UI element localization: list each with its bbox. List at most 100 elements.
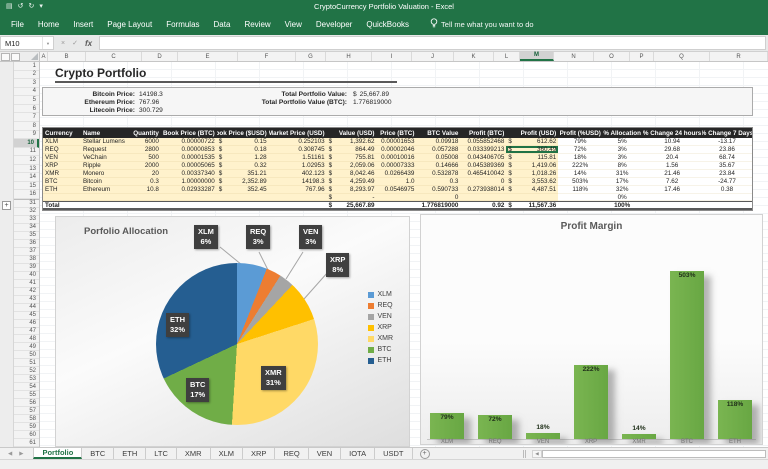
- cell[interactable]: $612.62: [506, 138, 558, 146]
- cell[interactable]: [558, 194, 602, 201]
- cell[interactable]: 0.308745: [269, 146, 327, 154]
- cell[interactable]: VEN: [43, 154, 81, 162]
- cell[interactable]: 0.14666: [416, 162, 460, 170]
- cell[interactable]: 0.055852468: [460, 138, 506, 146]
- row-header-49[interactable]: 49: [14, 343, 39, 351]
- cell[interactable]: 68.74: [702, 154, 752, 162]
- cell[interactable]: 32%: [602, 186, 642, 194]
- cell[interactable]: 1.776819000: [416, 202, 460, 208]
- row-header-44[interactable]: 44: [14, 304, 39, 312]
- cell[interactable]: 0.252103: [269, 138, 327, 146]
- cell[interactable]: $3,553.62: [506, 178, 558, 186]
- cell[interactable]: Stellar Lumens: [81, 138, 131, 146]
- ribbon-tab-data[interactable]: Data: [207, 13, 238, 35]
- cell[interactable]: $11,567.36: [506, 202, 558, 208]
- new-sheet-button[interactable]: +: [420, 449, 430, 459]
- row-header-34[interactable]: 34: [14, 224, 39, 232]
- cell[interactable]: Monero: [81, 170, 131, 178]
- column-header-G[interactable]: G: [296, 52, 326, 61]
- row-header-50[interactable]: 50: [14, 351, 39, 359]
- cell[interactable]: [161, 202, 217, 208]
- cell[interactable]: 7.62: [642, 178, 702, 186]
- outline-level-2-button[interactable]: [11, 53, 20, 61]
- row-header-8[interactable]: 8: [14, 122, 39, 131]
- cell[interactable]: 0: [416, 194, 460, 201]
- cell[interactable]: 0.38: [702, 186, 752, 194]
- row-header-59[interactable]: 59: [14, 423, 39, 431]
- cell[interactable]: [506, 194, 558, 201]
- row-header-47[interactable]: 47: [14, 328, 39, 336]
- cell[interactable]: 3%: [602, 146, 642, 154]
- cell[interactable]: Ethereum: [81, 186, 131, 194]
- cell[interactable]: 500: [131, 154, 161, 162]
- ribbon-tab-formulas[interactable]: Formulas: [159, 13, 206, 35]
- cell[interactable]: 2000: [131, 162, 161, 170]
- sheet-tab-xlm[interactable]: XLM: [211, 448, 243, 459]
- cell[interactable]: [269, 194, 327, 201]
- row-header-58[interactable]: 58: [14, 415, 39, 423]
- column-header-L[interactable]: L: [494, 52, 520, 61]
- cell[interactable]: 14198.3: [269, 178, 327, 186]
- cell[interactable]: 31%: [602, 170, 642, 178]
- ribbon-tab-home[interactable]: Home: [31, 13, 66, 35]
- cell[interactable]: Total: [43, 202, 81, 208]
- sheet-tab-iota[interactable]: IOTA: [341, 448, 375, 459]
- cell[interactable]: 0.590733: [416, 186, 460, 194]
- row-header-4[interactable]: 4: [14, 88, 39, 97]
- sheet-tab-portfolio[interactable]: Portfolio: [33, 448, 82, 459]
- cell[interactable]: [642, 202, 702, 208]
- cell[interactable]: 0%: [602, 194, 642, 201]
- row-header-60[interactable]: 60: [14, 431, 39, 439]
- row-header-38[interactable]: 38: [14, 256, 39, 264]
- row-header-41[interactable]: 41: [14, 280, 39, 288]
- cell[interactable]: 0.92: [460, 202, 506, 208]
- cell[interactable]: 8%: [602, 162, 642, 170]
- column-header-F[interactable]: F: [238, 52, 296, 61]
- row-header-51[interactable]: 51: [14, 359, 39, 367]
- ribbon-tab-review[interactable]: Review: [237, 13, 277, 35]
- column-header-O[interactable]: O: [594, 52, 630, 61]
- cell[interactable]: 17.46: [642, 186, 702, 194]
- bar-btc[interactable]: [670, 271, 704, 439]
- cell[interactable]: 79%: [558, 138, 602, 146]
- cell[interactable]: 1.51161: [269, 154, 327, 162]
- row-header-35[interactable]: 35: [14, 232, 39, 240]
- scroll-left-icon[interactable]: ◀: [532, 450, 542, 458]
- cell[interactable]: $8,042.46: [327, 170, 377, 178]
- grid-corner[interactable]: [0, 52, 40, 61]
- row-header-16[interactable]: 16: [14, 190, 39, 199]
- cell[interactable]: 0.00005065: [161, 162, 217, 170]
- horizontal-scrollbar[interactable]: ◀: [532, 450, 766, 458]
- column-header-J[interactable]: J: [412, 52, 454, 61]
- cell[interactable]: 23.84: [702, 170, 752, 178]
- ribbon-tab-page-layout[interactable]: Page Layout: [100, 13, 159, 35]
- cell[interactable]: $115.81: [506, 154, 558, 162]
- cell[interactable]: 222%: [558, 162, 602, 170]
- cell[interactable]: 21.46: [642, 170, 702, 178]
- outline-level-1-button[interactable]: [1, 53, 10, 61]
- row-header-57[interactable]: 57: [14, 407, 39, 415]
- cell[interactable]: 20: [131, 170, 161, 178]
- column-header-D[interactable]: D: [142, 52, 178, 61]
- column-header-N[interactable]: N: [554, 52, 594, 61]
- cell[interactable]: [81, 194, 131, 201]
- cell[interactable]: $1,419.06: [506, 162, 558, 170]
- cell[interactable]: 100%: [602, 202, 642, 208]
- cell[interactable]: 402.123: [269, 170, 327, 178]
- row-header-46[interactable]: 46: [14, 320, 39, 328]
- cell[interactable]: XRP: [43, 162, 81, 170]
- cell[interactable]: 10.94: [642, 138, 702, 146]
- ribbon-tab-insert[interactable]: Insert: [66, 13, 100, 35]
- row-header-7[interactable]: 7: [14, 113, 39, 122]
- row-header-54[interactable]: 54: [14, 383, 39, 391]
- cell[interactable]: 1.56: [642, 162, 702, 170]
- row-header-33[interactable]: 33: [14, 216, 39, 224]
- row-header-2[interactable]: 2: [14, 71, 39, 80]
- save-icon[interactable]: ▤: [6, 3, 13, 10]
- cell[interactable]: -13.17: [702, 138, 752, 146]
- cell[interactable]: $1.28: [217, 154, 269, 162]
- cell[interactable]: [43, 194, 81, 201]
- cell[interactable]: [702, 202, 752, 208]
- cell[interactable]: $0.32: [217, 162, 269, 170]
- enter-check-icon[interactable]: ✓: [72, 39, 78, 47]
